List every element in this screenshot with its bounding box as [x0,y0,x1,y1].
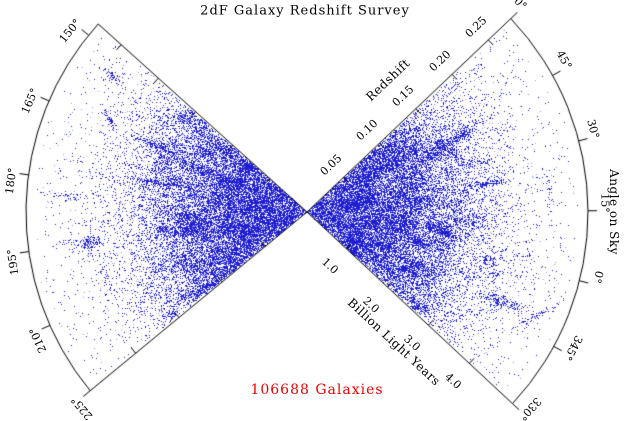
sky-angle-tick-label: 180° [2,166,19,195]
sky-angle-tick-label: 15° [598,192,612,213]
galaxy-count-label: 106688 Galaxies [250,382,384,398]
survey-title: 2dF Galaxy Redshift Survey [200,3,410,19]
